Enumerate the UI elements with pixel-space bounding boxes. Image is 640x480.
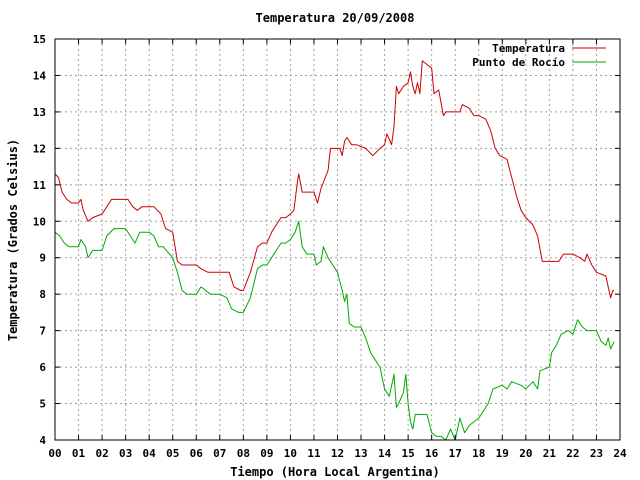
x-tick-label: 00 (48, 447, 61, 460)
y-tick-label: 14 (33, 69, 47, 82)
y-tick-label: 13 (33, 106, 46, 119)
x-tick-label: 12 (331, 447, 344, 460)
x-tick-label: 04 (143, 447, 157, 460)
x-tick-label: 19 (496, 447, 509, 460)
temperatura-line (54, 60, 615, 299)
y-tick-label: 11 (33, 179, 47, 192)
x-tick-label: 22 (566, 447, 579, 460)
x-tick-label: 02 (95, 447, 108, 460)
x-tick-label: 11 (307, 447, 321, 460)
x-tick-label: 07 (213, 447, 226, 460)
x-tick-label: 06 (190, 447, 204, 460)
x-tick-label: 16 (425, 447, 439, 460)
legend: Temperatura Punto de Rocío (472, 42, 606, 69)
x-tick-label: 23 (590, 447, 603, 460)
y-tick-label: 12 (33, 142, 46, 155)
punto-de-rocio-line (54, 220, 615, 441)
x-tick-label: 05 (166, 447, 179, 460)
x-tick-label: 18 (472, 447, 485, 460)
chart-title: Temperatura 20/09/2008 (256, 11, 415, 25)
x-tick-label: 21 (543, 447, 557, 460)
x-tick-label: 20 (519, 447, 532, 460)
x-tick-label: 01 (72, 447, 86, 460)
y-tick-label: 9 (39, 252, 46, 265)
y-tick-label: 15 (33, 33, 46, 46)
x-tick-label: 15 (402, 447, 415, 460)
y-tick-label: 5 (39, 398, 46, 411)
y-tick-label: 10 (33, 215, 46, 228)
y-tick-label: 4 (39, 434, 46, 447)
x-tick-label: 08 (237, 447, 250, 460)
legend-label-punto-de-rocio: Punto de Rocío (472, 56, 565, 69)
x-tick-label: 13 (354, 447, 367, 460)
x-tick-label: 03 (119, 447, 132, 460)
y-tick-label: 8 (39, 288, 46, 301)
x-axis-label: Tiempo (Hora Local Argentina) (230, 465, 440, 479)
x-tick-label: 10 (284, 447, 297, 460)
x-tick-label: 09 (260, 447, 273, 460)
x-tick-label: 14 (378, 447, 392, 460)
y-axis-label: Temperatura (Grados Celsius) (6, 139, 20, 341)
legend-label-temperatura: Temperatura (492, 42, 565, 55)
x-tick-label: 17 (449, 447, 462, 460)
x-tick-label: 24 (613, 447, 627, 460)
y-tick-label: 6 (39, 361, 46, 374)
y-tick-label: 7 (39, 325, 46, 338)
